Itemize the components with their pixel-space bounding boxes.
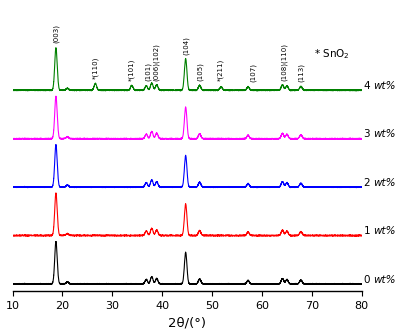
Text: 0: 0: [364, 275, 374, 284]
Text: 2: 2: [364, 178, 374, 188]
Text: (113): (113): [298, 63, 304, 81]
Text: (107): (107): [250, 63, 257, 81]
Text: wt%: wt%: [373, 178, 396, 188]
Text: (006)(102): (006)(102): [152, 43, 159, 81]
Text: *(211): *(211): [218, 59, 224, 81]
Text: wt%: wt%: [373, 129, 396, 139]
X-axis label: 2θ/(°): 2θ/(°): [168, 317, 206, 329]
Text: 4: 4: [364, 81, 374, 91]
Text: wt%: wt%: [373, 226, 396, 236]
Text: (108)(110): (108)(110): [281, 43, 288, 81]
Text: * SnO$_2$: * SnO$_2$: [314, 47, 349, 61]
Text: *(110): *(110): [92, 57, 99, 79]
Text: *(101): *(101): [128, 58, 135, 81]
Text: (003): (003): [53, 24, 59, 43]
Text: 3: 3: [364, 129, 374, 139]
Text: (104): (104): [182, 36, 189, 55]
Text: (101): (101): [144, 62, 151, 81]
Text: (105): (105): [196, 62, 203, 81]
Text: 1: 1: [364, 226, 374, 236]
Text: wt%: wt%: [373, 275, 396, 284]
Text: wt%: wt%: [373, 81, 396, 91]
